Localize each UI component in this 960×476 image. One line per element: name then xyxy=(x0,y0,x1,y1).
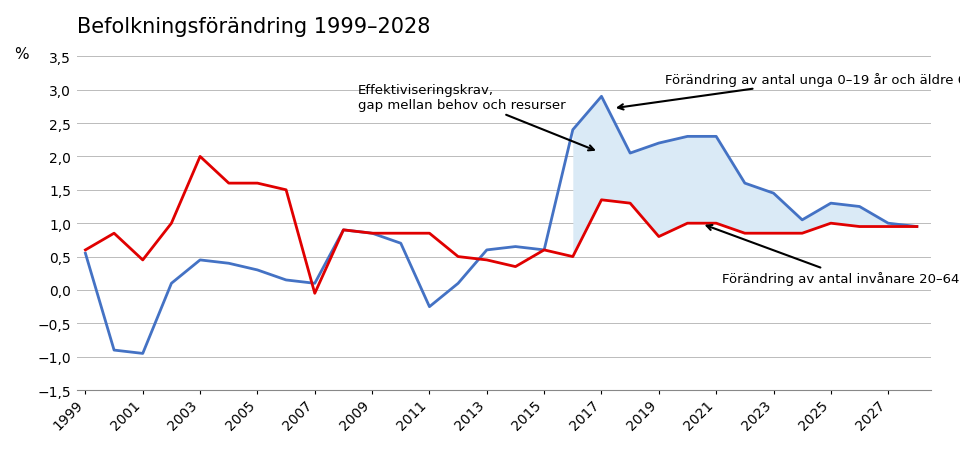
Text: Förändring av antal unga 0–19 år och äldre 65+: Förändring av antal unga 0–19 år och äld… xyxy=(618,72,960,110)
Text: Förändring av antal invånare 20–64 år: Förändring av antal invånare 20–64 år xyxy=(707,226,960,286)
Text: Effektiviseringskrav,
gap mellan behov och resurser: Effektiviseringskrav, gap mellan behov o… xyxy=(358,84,594,151)
Text: %: % xyxy=(14,47,29,62)
Text: Befolkningsförändring 1999–2028: Befolkningsförändring 1999–2028 xyxy=(77,17,430,37)
